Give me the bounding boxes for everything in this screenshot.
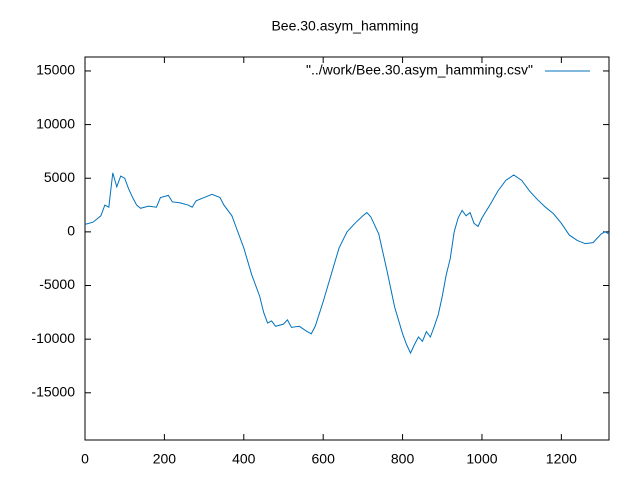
- data-line: [84, 172, 610, 355]
- plot-border: [84, 56, 610, 441]
- y-tick-label: -5000: [39, 276, 75, 292]
- y-tick-label: 5000: [44, 169, 75, 185]
- x-tick-label: 400: [232, 451, 256, 467]
- x-tick-label: 1000: [466, 451, 497, 467]
- x-tick-label: 0: [81, 451, 89, 467]
- x-tick-label: 1200: [546, 451, 577, 467]
- y-tick-label: 10000: [36, 115, 75, 131]
- x-tick-label: 200: [153, 451, 177, 467]
- legend-label: "../work/Bee.30.asym_hamming.csv": [306, 62, 533, 78]
- x-tick-label: 600: [312, 451, 336, 467]
- y-tick-label: -15000: [31, 383, 75, 399]
- chart-title: Bee.30.asym_hamming: [271, 18, 418, 34]
- y-tick-label: -10000: [31, 330, 75, 346]
- y-tick-label: 15000: [36, 62, 75, 78]
- y-tick-label: 0: [67, 223, 75, 239]
- x-tick-label: 800: [391, 451, 415, 467]
